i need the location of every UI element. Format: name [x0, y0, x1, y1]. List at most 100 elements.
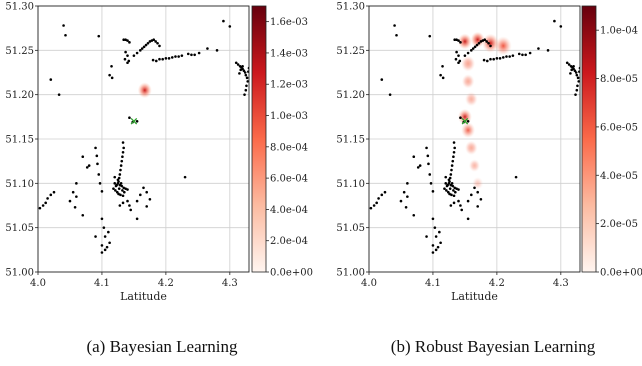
station-point	[114, 189, 117, 192]
station-point	[38, 206, 42, 210]
station-point	[466, 51, 470, 55]
station-point	[158, 57, 161, 61]
chart-panel-1: 4.0 4.1 4.2 4.3 51.00 51.05 51.10 51.15 51.20 51.…	[5, 2, 313, 357]
station-point	[546, 49, 550, 52]
station-point	[243, 71, 247, 74]
station-point	[439, 241, 442, 245]
y-tick-label: 51.15	[5, 135, 34, 146]
station-point	[122, 38, 125, 41]
station-point	[553, 19, 556, 23]
density-blob	[457, 33, 472, 50]
station-point	[197, 51, 201, 55]
station-point	[236, 63, 240, 66]
station-point	[517, 52, 521, 56]
station-point	[438, 230, 441, 234]
station-point	[145, 190, 148, 194]
station-point	[148, 197, 152, 201]
station-point	[234, 61, 238, 65]
colorbar-tick-label: 4.0e-04	[270, 205, 308, 216]
station-point	[489, 44, 492, 48]
station-point	[466, 199, 470, 203]
colorbar-tick-label: 1.0e-03	[270, 111, 308, 122]
station-point	[119, 168, 122, 172]
station-point	[142, 45, 146, 49]
station-point	[245, 84, 248, 88]
station-point	[97, 34, 101, 38]
station-point	[460, 208, 464, 212]
x-tick-label: 4.1	[94, 278, 110, 289]
colorbar-tick-label: 8.0e-04	[270, 142, 308, 153]
station-point	[428, 34, 432, 38]
station-point	[126, 54, 129, 57]
station-point	[135, 119, 139, 123]
station-point	[457, 39, 460, 42]
station-point	[46, 197, 49, 200]
station-point	[447, 178, 451, 182]
station-point	[62, 24, 65, 27]
station-point	[241, 64, 244, 68]
station-point	[412, 213, 416, 217]
station-point	[576, 76, 580, 80]
station-point	[128, 116, 131, 120]
station-point	[97, 173, 101, 176]
station-point	[114, 184, 118, 188]
station-point	[495, 57, 499, 60]
station-point	[487, 41, 490, 45]
station-point	[418, 164, 422, 167]
station-point	[120, 184, 124, 188]
station-points	[38, 19, 249, 254]
density-blob	[461, 55, 476, 72]
station-point	[174, 55, 177, 58]
station-point	[445, 184, 449, 188]
station-point	[473, 186, 476, 190]
station-point	[246, 80, 249, 83]
station-point	[471, 47, 475, 50]
station-point	[52, 190, 56, 194]
station-point	[425, 146, 428, 150]
station-point	[222, 19, 225, 23]
station-point	[126, 188, 129, 191]
station-point	[572, 64, 575, 68]
station-point	[537, 47, 540, 50]
station-point	[152, 38, 156, 41]
station-point	[477, 41, 481, 45]
y-tick-label: 51.15	[336, 135, 365, 146]
station-point	[103, 248, 107, 252]
x-tick-label: 4.3	[222, 278, 238, 289]
station-point	[87, 164, 91, 167]
station-point	[450, 168, 453, 172]
station-point	[135, 199, 139, 203]
station-point	[463, 54, 467, 57]
y-tick-label: 51.05	[5, 223, 34, 234]
station-point	[123, 57, 127, 61]
station-point	[64, 33, 67, 37]
station-point	[485, 59, 489, 63]
station-point	[431, 217, 435, 221]
station-point	[457, 188, 460, 191]
station-point	[443, 187, 446, 190]
station-point	[103, 235, 107, 238]
station-point	[117, 187, 121, 190]
station-point	[577, 80, 580, 83]
station-point	[190, 53, 193, 57]
station-point	[41, 204, 45, 207]
target-marker	[130, 118, 138, 125]
station-point	[505, 55, 508, 58]
station-point	[452, 201, 456, 205]
station-point	[439, 73, 442, 77]
station-point	[108, 73, 111, 77]
station-point	[142, 186, 145, 190]
target-marker-stroke	[130, 118, 138, 125]
station-point	[375, 201, 378, 205]
colorbar-tick-label: 6.0e-04	[270, 174, 308, 185]
station-point	[119, 193, 122, 197]
density-blob	[482, 33, 499, 53]
station-point	[100, 251, 104, 254]
x-tick-label: 4.1	[425, 278, 441, 289]
station-point	[388, 93, 392, 96]
station-point	[140, 47, 144, 50]
station-point	[161, 57, 164, 61]
station-point	[454, 57, 458, 61]
station-point	[575, 88, 579, 92]
